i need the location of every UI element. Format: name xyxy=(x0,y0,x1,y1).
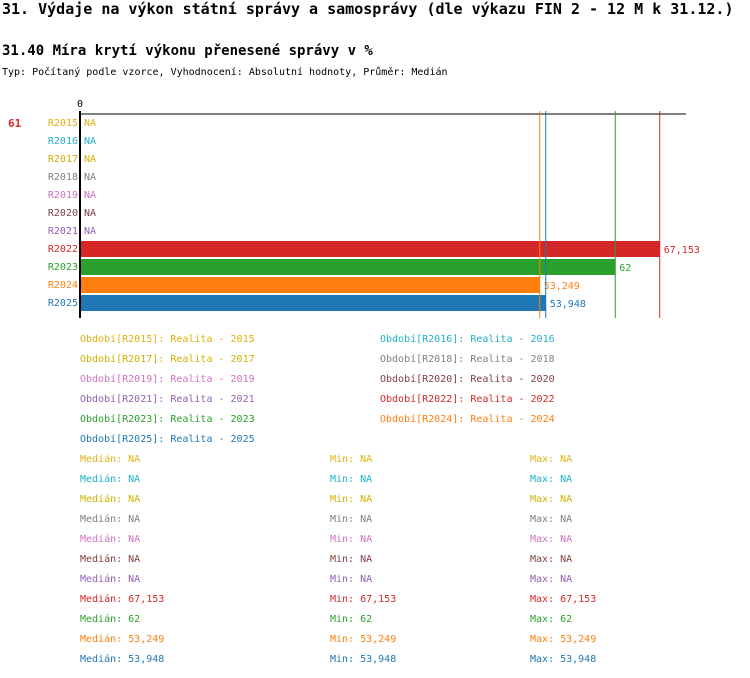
stat-min: Min: NA xyxy=(330,494,373,505)
value-label: NA xyxy=(84,190,96,201)
stat-median: Medián: NA xyxy=(80,494,141,505)
value-label: 53,249 xyxy=(544,281,580,292)
bar-chart: 0 61 R2015 NA R2016 NA R2017 NA R2018 NA R2019 NA R2… xyxy=(8,99,700,318)
legend-item: Období[R2025]: Realita - 2025 xyxy=(80,434,255,445)
legend-text: : Realita - 2024 xyxy=(458,414,555,425)
category-label: R2025 xyxy=(48,298,78,309)
legend-text: : Realita - 2019 xyxy=(158,374,255,385)
stat-median: Medián: 67,153 xyxy=(80,594,165,605)
bar xyxy=(80,259,616,275)
stat-min: Min: 62 xyxy=(330,614,373,625)
category-label: R2017 xyxy=(48,154,78,165)
stat-median: Medián: 53,948 xyxy=(80,654,165,665)
bar xyxy=(80,241,660,257)
stat-min: Min: NA xyxy=(330,474,373,485)
stat-max: Max: 67,153 xyxy=(530,594,597,605)
chart-meta: Typ: Počítaný podle vzorce, Vyhodnocení:… xyxy=(2,67,448,78)
legend-key: Období[R2024] xyxy=(380,414,459,425)
category-label: R2021 xyxy=(48,226,78,237)
stat-median: Medián: NA xyxy=(80,474,141,485)
legend-text: : Realita - 2015 xyxy=(158,334,255,345)
value-label: 53,948 xyxy=(550,299,586,310)
stat-max: Max: NA xyxy=(530,514,573,525)
stat-median: Medián: NA xyxy=(80,514,141,525)
legend-key: Období[R2015] xyxy=(80,334,159,345)
legend-key: Období[R2019] xyxy=(80,374,159,385)
value-label: NA xyxy=(84,226,96,237)
stat-max: Max: NA xyxy=(530,574,573,585)
legend-item: Období[R2017]: Realita - 2017 xyxy=(80,354,255,365)
legend-item: Období[R2015]: Realita - 2015 xyxy=(80,334,255,345)
legend-key: Období[R2018] xyxy=(380,354,459,365)
legend-item: Období[R2021]: Realita - 2021 xyxy=(80,394,255,405)
stat-max: Max: NA xyxy=(530,554,573,565)
stat-median: Medián: 53,249 xyxy=(80,634,165,645)
legend-item: Období[R2019]: Realita - 2019 xyxy=(80,374,255,385)
category-label: R2024 xyxy=(48,280,78,291)
stat-min: Min: NA xyxy=(330,534,373,545)
category-label: R2015 xyxy=(48,118,78,129)
legend-key: Období[R2020] xyxy=(380,374,459,385)
stat-median: Medián: NA xyxy=(80,574,141,585)
category-label: R2018 xyxy=(48,172,78,183)
stat-max: Max: NA xyxy=(530,494,573,505)
legend-key: Období[R2023] xyxy=(80,414,159,425)
legend-item: Období[R2018]: Realita - 2018 xyxy=(380,354,555,365)
category-label: R2023 xyxy=(48,262,78,273)
legend-item: Období[R2024]: Realita - 2024 xyxy=(380,414,555,425)
legend-item: Období[R2020]: Realita - 2020 xyxy=(380,374,555,385)
stat-min: Min: NA xyxy=(330,554,373,565)
legend-text: : Realita - 2020 xyxy=(458,374,555,385)
category-label: R2022 xyxy=(48,244,78,255)
page-title: 31. Výdaje na výkon státní správy a samo… xyxy=(2,0,734,18)
legend-text: : Realita - 2023 xyxy=(158,414,255,425)
category-label: R2020 xyxy=(48,208,78,219)
stat-min: Min: 53,948 xyxy=(330,654,397,665)
value-label: 62 xyxy=(619,263,631,274)
value-label: NA xyxy=(84,154,96,165)
legend-key: Období[R2022] xyxy=(380,394,459,405)
stat-max: Max: NA xyxy=(530,474,573,485)
legend-key: Období[R2016] xyxy=(380,334,459,345)
value-label: NA xyxy=(84,136,96,147)
value-label: 67,153 xyxy=(664,245,700,256)
stat-median: Medián: 62 xyxy=(80,614,141,625)
stat-max: Max: 53,948 xyxy=(530,654,597,665)
stat-median: Medián: NA xyxy=(80,454,141,465)
legend-text: : Realita - 2016 xyxy=(458,334,555,345)
stat-min: Min: NA xyxy=(330,454,373,465)
legend-text: : Realita - 2025 xyxy=(158,434,255,445)
zero-tick-label: 0 xyxy=(77,99,83,110)
row-value-label: 61 xyxy=(8,117,22,130)
legend-item: Období[R2016]: Realita - 2016 xyxy=(380,334,555,345)
value-label: NA xyxy=(84,118,96,129)
legend-item: Období[R2023]: Realita - 2023 xyxy=(80,414,255,425)
stat-min: Min: NA xyxy=(330,574,373,585)
stat-max: Max: NA xyxy=(530,454,573,465)
stat-max: Max: 53,249 xyxy=(530,634,597,645)
stat-min: Min: 67,153 xyxy=(330,594,397,605)
stat-median: Medián: NA xyxy=(80,534,141,545)
legend-text: : Realita - 2021 xyxy=(158,394,255,405)
legend-text: : Realita - 2017 xyxy=(158,354,255,365)
chart-subtitle: 31.40 Míra krytí výkonu přenesené správy… xyxy=(2,43,373,59)
legend-item: Období[R2022]: Realita - 2022 xyxy=(380,394,555,405)
stat-median: Medián: NA xyxy=(80,554,141,565)
stat-min: Min: NA xyxy=(330,514,373,525)
category-label: R2016 xyxy=(48,136,78,147)
legend-key: Období[R2025] xyxy=(80,434,159,445)
value-label: NA xyxy=(84,208,96,219)
bar xyxy=(80,295,546,311)
stat-min: Min: 53,249 xyxy=(330,634,397,645)
legend-text: : Realita - 2022 xyxy=(458,394,555,405)
value-label: NA xyxy=(84,172,96,183)
stat-max: Max: NA xyxy=(530,534,573,545)
legend-text: : Realita - 2018 xyxy=(458,354,555,365)
stat-max: Max: 62 xyxy=(530,614,573,625)
legend-key: Období[R2021] xyxy=(80,394,159,405)
category-label: R2019 xyxy=(48,190,78,201)
bar xyxy=(80,277,540,293)
legend-key: Období[R2017] xyxy=(80,354,159,365)
